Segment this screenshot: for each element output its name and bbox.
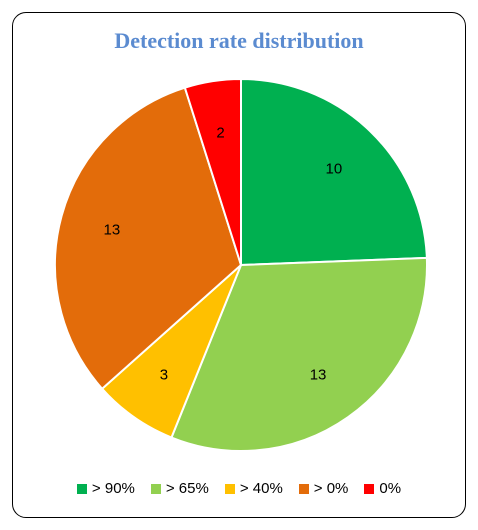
legend-swatch-0 xyxy=(76,483,87,494)
legend-item-4: 0% xyxy=(364,480,401,497)
legend-swatch-1 xyxy=(150,483,161,494)
legend-swatch-4 xyxy=(364,483,375,494)
legend-label-4: 0% xyxy=(379,480,402,497)
legend-item-0: > 90% xyxy=(76,480,135,497)
pie-slice-1 xyxy=(170,256,428,452)
chart-title: Detection rate distribution xyxy=(114,28,364,53)
legend: > 90% > 65% > 40% > 0% 0% xyxy=(0,480,478,497)
legend-swatch-3 xyxy=(298,483,309,494)
legend-item-2: > 40% xyxy=(224,480,283,497)
legend-swatch-2 xyxy=(224,483,235,494)
slice-data-label-1: 13 xyxy=(310,367,327,384)
legend-label-1: > 65% xyxy=(165,480,209,497)
legend-item-1: > 65% xyxy=(150,480,209,497)
legend-label-0: > 90% xyxy=(91,480,135,497)
pie-slice-0 xyxy=(240,77,428,267)
slice-data-label-0: 10 xyxy=(326,161,343,178)
legend-label-3: > 0% xyxy=(313,480,349,497)
legend-item-3: > 0% xyxy=(298,480,349,497)
slice-data-label-2: 3 xyxy=(160,367,168,384)
slice-data-label-3: 13 xyxy=(104,222,121,239)
pie-slice-4 xyxy=(183,77,242,266)
pie-slice-3 xyxy=(54,86,243,391)
slice-data-label-4: 2 xyxy=(216,125,224,142)
legend-label-2: > 40% xyxy=(239,480,283,497)
